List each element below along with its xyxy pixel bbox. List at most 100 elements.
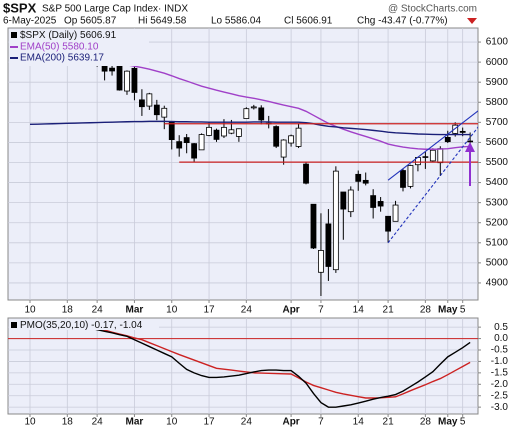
y-tick-label: 5400 xyxy=(486,177,509,188)
x-tick-label: Mar xyxy=(126,305,144,316)
candle-body xyxy=(138,99,145,108)
candle-body xyxy=(250,106,257,109)
x-tick-label: May xyxy=(438,305,458,316)
candle-body xyxy=(280,139,287,158)
x-tick-label: 10 xyxy=(166,305,178,316)
date: 6-May-2025 xyxy=(3,16,57,27)
candle-body xyxy=(235,128,242,137)
candle-body xyxy=(161,107,168,118)
candle-body xyxy=(332,170,339,271)
candle-body xyxy=(467,140,474,143)
candle-body xyxy=(213,129,220,140)
x-tick-label: 14 xyxy=(353,417,365,428)
pmo-plot xyxy=(8,318,478,414)
candle-body xyxy=(400,170,406,188)
x-tick-label: 5 xyxy=(460,305,466,316)
open-price: Op 5605.87 xyxy=(64,16,117,27)
legend-label: EMA(50) 5580.10 xyxy=(20,42,99,53)
candle-body xyxy=(452,124,459,134)
legend-background xyxy=(9,29,149,66)
candle-body xyxy=(243,108,250,119)
x-tick-label: Apr xyxy=(282,305,299,316)
legend-swatch xyxy=(11,322,17,328)
candle-body xyxy=(109,67,115,72)
indicator-line xyxy=(96,327,471,399)
candle-body xyxy=(191,143,198,159)
candle-body xyxy=(444,137,451,143)
x-tick-label: 21 xyxy=(383,305,395,316)
candle-body xyxy=(429,149,436,162)
y-tick-label: 5600 xyxy=(486,137,509,148)
y-tick-label: -1.0 xyxy=(491,356,509,367)
candle-body xyxy=(228,129,235,134)
down-arrow xyxy=(467,18,477,24)
x-tick-label: Mar xyxy=(126,417,144,428)
x-tick-label: Apr xyxy=(282,417,299,428)
candle-body xyxy=(355,173,362,182)
legend-label: $SPX (Daily) 5606.91 xyxy=(20,30,117,41)
candle-body xyxy=(295,127,302,147)
axes: 6100 6000 5900 5800 5700 5600 5500 5400 5300 5200… xyxy=(24,37,508,428)
y-tick-label: 5100 xyxy=(486,237,509,248)
candle-body xyxy=(146,93,153,107)
candle-body xyxy=(206,126,212,136)
legend-label: PMO(35,20,10) -0.17, -1.04 xyxy=(20,320,143,331)
x-tick-label: 7 xyxy=(318,417,324,428)
x-tick-label: 28 xyxy=(420,417,432,428)
legend-background xyxy=(9,319,159,330)
candle-body xyxy=(347,189,354,213)
candle-body xyxy=(318,250,324,273)
x-tick-label: 28 xyxy=(420,305,432,316)
candle-body xyxy=(303,163,309,184)
main-panel xyxy=(7,27,479,301)
source: @ StockCharts.com xyxy=(388,4,477,15)
y-tick-label: 5900 xyxy=(486,77,509,88)
main-plot xyxy=(8,28,478,300)
candle-body xyxy=(392,204,399,222)
pmo-panel xyxy=(7,317,479,415)
close-price: Cl 5606.91 xyxy=(284,16,333,27)
y-tick-label: -3.0 xyxy=(491,402,509,413)
y-tick-label: 5300 xyxy=(486,197,509,208)
candle-body xyxy=(437,148,444,164)
candle-body xyxy=(377,201,384,207)
candle-body xyxy=(310,203,317,249)
y-tick-label: 0.5 xyxy=(494,322,508,333)
x-tick-label: 24 xyxy=(241,305,253,316)
y-tick-label: -2.0 xyxy=(491,379,509,390)
candle-body xyxy=(370,195,377,208)
y-tick-label: -1.5 xyxy=(491,367,509,378)
ema-line xyxy=(29,120,471,136)
y-tick-label: 5500 xyxy=(486,157,509,168)
legend-swatch xyxy=(11,32,17,38)
security-name: S&P 500 Large Cap Index· INDX xyxy=(42,4,188,15)
x-tick-label: 14 xyxy=(353,305,365,316)
x-tick-label: May xyxy=(438,417,458,428)
x-tick-label: 5 xyxy=(460,417,466,428)
candle-body xyxy=(124,70,130,92)
low-price: Lo 5586.04 xyxy=(211,16,261,27)
y-tick-label: 5800 xyxy=(486,97,509,108)
x-tick-label: 24 xyxy=(241,417,253,428)
x-tick-label: 10 xyxy=(24,305,36,316)
candle-body xyxy=(273,126,280,147)
x-tick-label: 21 xyxy=(383,417,395,428)
x-tick-label: 18 xyxy=(62,417,74,428)
x-tick-label: 24 xyxy=(92,417,104,428)
x-tick-label: 17 xyxy=(203,305,215,316)
high-price: Hi 5649.58 xyxy=(138,16,187,27)
arrow xyxy=(465,142,475,186)
change: Chg -43.47 (-0.77%) xyxy=(357,16,448,27)
y-tick-label: 5000 xyxy=(486,258,509,269)
x-tick-label: 18 xyxy=(62,305,74,316)
x-tick-label: 7 xyxy=(318,305,324,316)
candle-body xyxy=(131,67,138,93)
y-tick-label: 6000 xyxy=(486,57,509,68)
x-tick-label: 10 xyxy=(166,417,178,428)
y-tick-label: 5700 xyxy=(486,117,509,128)
candle-body xyxy=(422,156,429,158)
candle-body xyxy=(325,223,332,267)
candle-body xyxy=(116,65,123,91)
